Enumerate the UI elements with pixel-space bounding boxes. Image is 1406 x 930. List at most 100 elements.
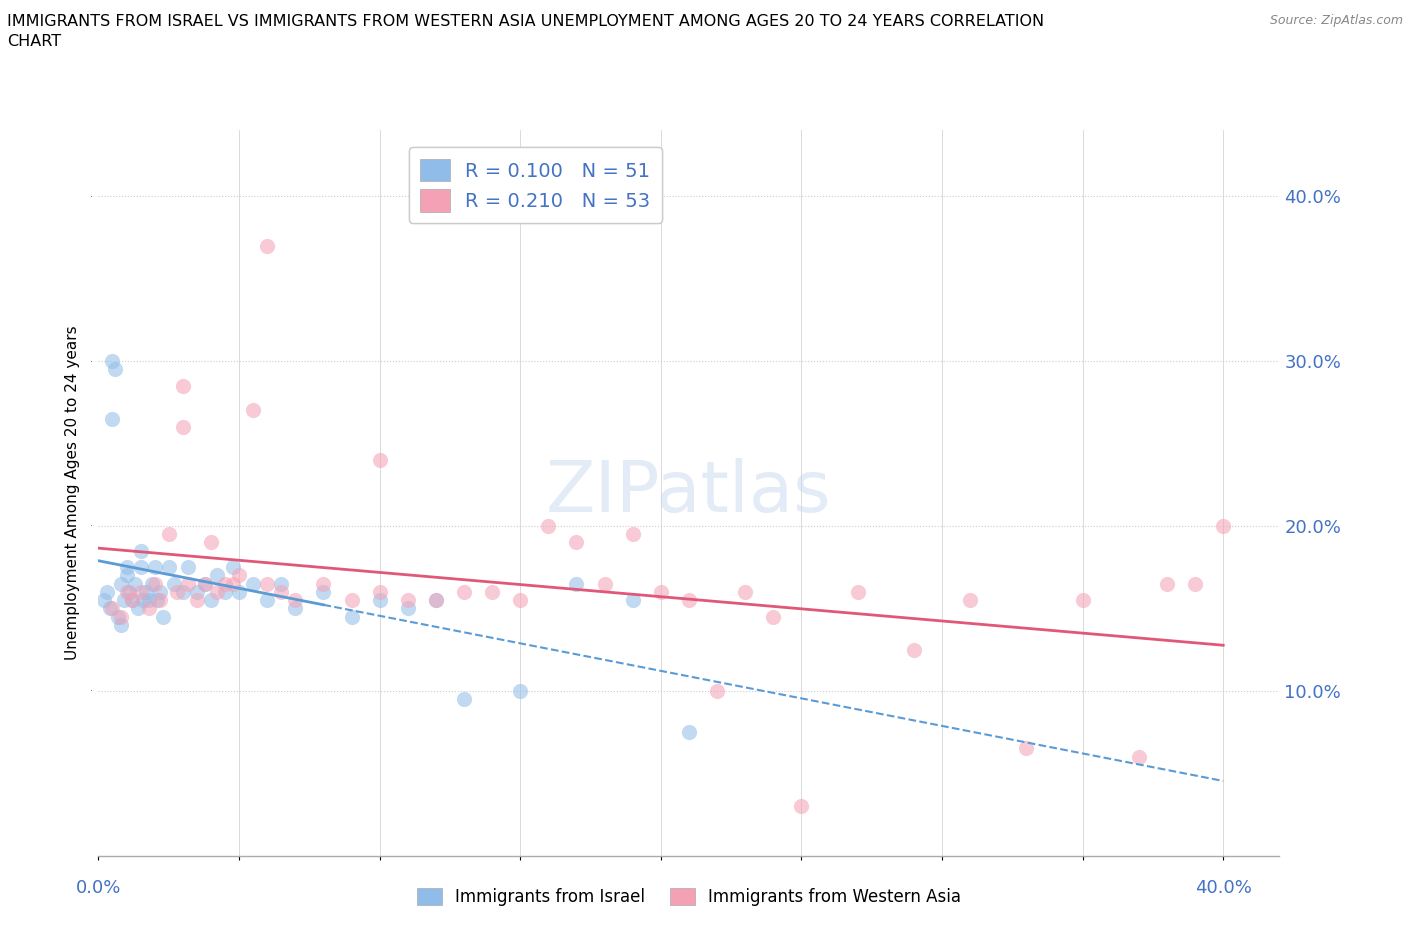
- Point: [101, 411, 124, 426]
- Point: [172, 584, 194, 599]
- Point: [172, 419, 194, 434]
- Text: Source: ZipAtlas.com: Source: ZipAtlas.com: [1270, 14, 1403, 27]
- Point: [1128, 750, 1150, 764]
- Point: [706, 684, 728, 698]
- Point: [621, 526, 644, 541]
- Point: [1212, 518, 1234, 533]
- Point: [650, 584, 672, 599]
- Point: [129, 543, 152, 558]
- Point: [194, 577, 217, 591]
- Point: [143, 577, 166, 591]
- Point: [242, 403, 264, 418]
- Point: [101, 353, 124, 368]
- Point: [256, 238, 278, 253]
- Point: [762, 609, 785, 624]
- Point: [340, 609, 363, 624]
- Point: [115, 584, 138, 599]
- Point: [368, 592, 391, 607]
- Point: [214, 584, 236, 599]
- Point: [124, 577, 146, 591]
- Point: [509, 592, 531, 607]
- Point: [509, 684, 531, 698]
- Point: [1156, 577, 1178, 591]
- Point: [129, 584, 152, 599]
- Point: [132, 592, 155, 607]
- Point: [1184, 577, 1206, 591]
- Point: [129, 560, 152, 575]
- Point: [593, 577, 616, 591]
- Point: [152, 609, 174, 624]
- Point: [166, 584, 188, 599]
- Text: CHART: CHART: [7, 34, 60, 49]
- Point: [157, 526, 180, 541]
- Point: [368, 453, 391, 468]
- Legend: Immigrants from Israel, Immigrants from Western Asia: Immigrants from Israel, Immigrants from …: [411, 881, 967, 912]
- Point: [425, 592, 447, 607]
- Point: [228, 584, 250, 599]
- Point: [1071, 592, 1094, 607]
- Y-axis label: Unemployment Among Ages 20 to 24 years: Unemployment Among Ages 20 to 24 years: [65, 326, 80, 660]
- Point: [453, 692, 475, 707]
- Point: [121, 592, 143, 607]
- Point: [163, 577, 186, 591]
- Point: [340, 592, 363, 607]
- Point: [157, 560, 180, 575]
- Point: [141, 577, 163, 591]
- Point: [312, 577, 335, 591]
- Point: [149, 584, 172, 599]
- Point: [96, 584, 118, 599]
- Point: [242, 577, 264, 591]
- Point: [112, 592, 135, 607]
- Point: [678, 724, 700, 739]
- Point: [121, 592, 143, 607]
- Point: [186, 592, 208, 607]
- Point: [1015, 741, 1038, 756]
- Point: [127, 601, 149, 616]
- Point: [222, 577, 245, 591]
- Point: [537, 518, 560, 533]
- Point: [101, 601, 124, 616]
- Text: IMMIGRANTS FROM ISRAEL VS IMMIGRANTS FROM WESTERN ASIA UNEMPLOYMENT AMONG AGES 2: IMMIGRANTS FROM ISRAEL VS IMMIGRANTS FRO…: [7, 14, 1045, 29]
- Point: [172, 379, 194, 393]
- Point: [565, 577, 588, 591]
- Point: [284, 601, 307, 616]
- Text: 40.0%: 40.0%: [1195, 879, 1251, 897]
- Point: [200, 592, 222, 607]
- Point: [228, 568, 250, 583]
- Point: [734, 584, 756, 599]
- Point: [107, 609, 129, 624]
- Point: [138, 592, 160, 607]
- Point: [270, 577, 292, 591]
- Point: [115, 568, 138, 583]
- Point: [790, 799, 813, 814]
- Point: [425, 592, 447, 607]
- Point: [118, 584, 141, 599]
- Point: [110, 609, 132, 624]
- Point: [222, 560, 245, 575]
- Point: [846, 584, 869, 599]
- Point: [110, 577, 132, 591]
- Point: [959, 592, 981, 607]
- Point: [284, 592, 307, 607]
- Point: [256, 592, 278, 607]
- Point: [205, 584, 228, 599]
- Point: [368, 584, 391, 599]
- Point: [396, 601, 419, 616]
- Point: [565, 535, 588, 550]
- Point: [903, 642, 925, 657]
- Point: [214, 577, 236, 591]
- Text: 0.0%: 0.0%: [76, 879, 121, 897]
- Point: [149, 592, 172, 607]
- Point: [186, 584, 208, 599]
- Point: [453, 584, 475, 599]
- Point: [678, 592, 700, 607]
- Point: [104, 362, 127, 377]
- Point: [98, 601, 121, 616]
- Text: ZIPatlas: ZIPatlas: [546, 458, 832, 527]
- Point: [135, 584, 157, 599]
- Point: [194, 577, 217, 591]
- Point: [138, 601, 160, 616]
- Point: [256, 577, 278, 591]
- Point: [93, 592, 115, 607]
- Point: [115, 560, 138, 575]
